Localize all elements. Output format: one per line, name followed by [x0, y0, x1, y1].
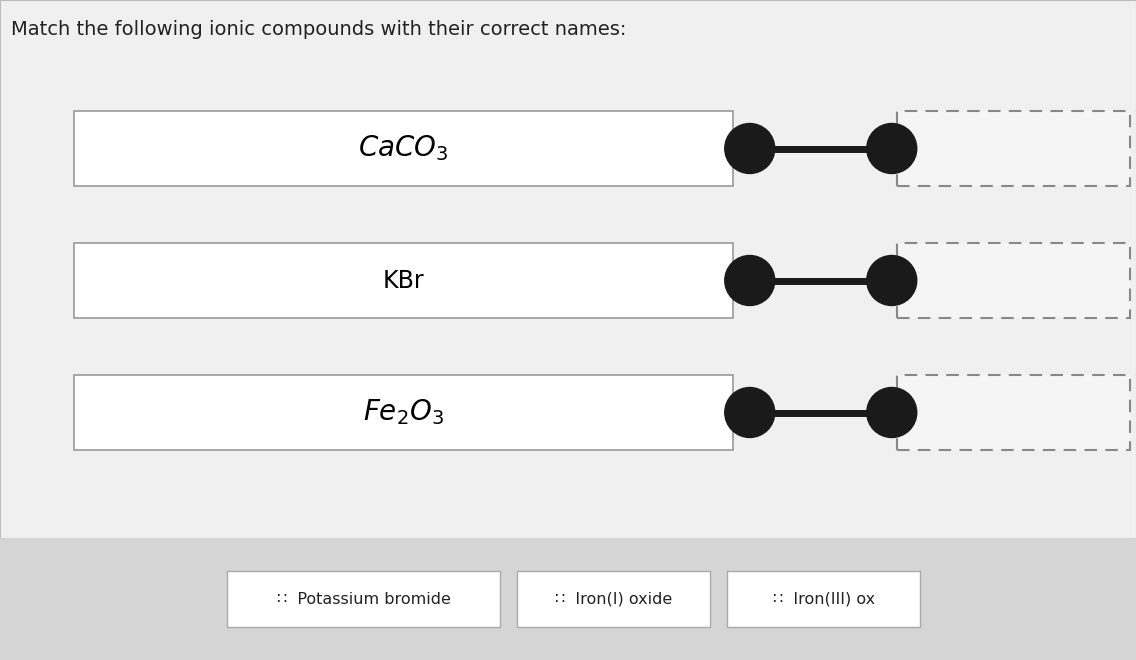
FancyBboxPatch shape	[74, 243, 733, 319]
FancyBboxPatch shape	[74, 375, 733, 450]
Ellipse shape	[725, 387, 775, 438]
Ellipse shape	[725, 255, 775, 306]
Bar	[897, 243, 1130, 319]
Text: $\mathit{CaCO_3}$: $\mathit{CaCO_3}$	[358, 133, 449, 164]
Text: ∷  Potassium bromide: ∷ Potassium bromide	[276, 592, 451, 607]
Text: ∷  Iron(III) ox: ∷ Iron(III) ox	[772, 592, 875, 607]
Ellipse shape	[867, 255, 917, 306]
FancyBboxPatch shape	[727, 571, 920, 627]
Ellipse shape	[867, 123, 917, 174]
Bar	[897, 375, 1130, 450]
Text: Match the following ionic compounds with their correct names:: Match the following ionic compounds with…	[11, 20, 627, 39]
FancyBboxPatch shape	[517, 571, 710, 627]
Text: KBr: KBr	[383, 269, 424, 292]
FancyBboxPatch shape	[227, 571, 500, 627]
Ellipse shape	[867, 387, 917, 438]
Text: ∷  Iron(I) oxide: ∷ Iron(I) oxide	[554, 592, 673, 607]
Text: $\mathit{Fe_2O_3}$: $\mathit{Fe_2O_3}$	[362, 397, 444, 428]
Bar	[0, 0, 1136, 538]
FancyBboxPatch shape	[74, 110, 733, 186]
Bar	[897, 110, 1130, 186]
Ellipse shape	[725, 123, 775, 174]
Bar	[0, 538, 1136, 660]
